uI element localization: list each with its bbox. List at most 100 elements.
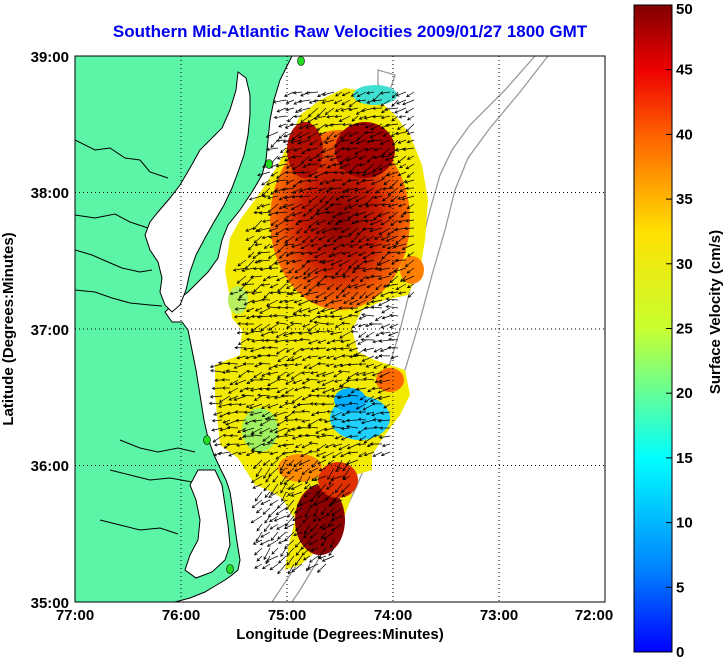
velocity-arrow <box>356 259 367 268</box>
velocity-arrow <box>265 131 279 138</box>
velocity-arrow <box>344 187 359 193</box>
x-axis-ticks: 77:00 76:00 75:00 74:00 73:00 72:00 <box>56 607 613 624</box>
velocity-arrow <box>364 291 375 299</box>
velocity-arrow <box>366 235 375 241</box>
velocity-arrow <box>354 378 367 382</box>
x-tick-label: 76:00 <box>162 607 200 624</box>
velocity-arrow <box>290 203 303 210</box>
velocity-arrow <box>368 322 383 326</box>
velocity-arrow <box>323 427 335 432</box>
velocity-arrow <box>295 547 303 556</box>
velocity-arrow <box>318 235 327 241</box>
velocity-arrow <box>405 123 415 133</box>
velocity-arrow <box>274 339 287 344</box>
velocity-arrow <box>260 323 271 332</box>
velocity-arrow <box>233 363 247 369</box>
velocity-arrow <box>347 371 359 379</box>
velocity-arrow <box>342 267 351 277</box>
velocity-arrow <box>298 107 311 113</box>
velocity-arrow <box>379 139 391 145</box>
velocity-arrow <box>345 424 359 429</box>
velocity-arrow <box>226 425 239 430</box>
velocity-arrow <box>309 139 319 146</box>
velocity-arrow <box>364 147 375 152</box>
velocity-arrow <box>294 539 303 548</box>
velocity-arrow <box>270 139 279 148</box>
velocity-arrow <box>261 345 271 350</box>
velocity-arrow <box>333 379 343 383</box>
velocity-arrow <box>365 331 375 338</box>
velocity-arrow <box>366 443 375 448</box>
velocity-arrow <box>369 442 383 446</box>
velocity-arrow <box>255 531 263 543</box>
velocity-arrow <box>254 307 263 312</box>
velocity-arrow <box>291 427 303 431</box>
velocity-arrow <box>346 147 359 152</box>
velocity-arrow <box>303 491 311 498</box>
velocity-arrow <box>238 435 247 440</box>
velocity-arrow <box>383 403 391 409</box>
velocity-arrow <box>273 115 287 120</box>
velocity-arrow <box>290 491 303 497</box>
velocity-arrow <box>339 363 351 368</box>
velocity-arrow <box>361 227 375 231</box>
velocity-arrow <box>307 162 319 167</box>
velocity-arrow <box>237 427 247 433</box>
velocity-arrow <box>282 139 295 144</box>
velocity-arrow <box>273 411 287 417</box>
velocity-arrow <box>315 371 327 377</box>
velocity-arrow <box>258 361 271 366</box>
velocity-arrow <box>405 163 415 170</box>
velocity-arrow <box>270 219 279 226</box>
velocity-arrow <box>214 378 223 383</box>
velocity-arrow <box>257 393 271 398</box>
velocity-arrow <box>275 347 287 355</box>
velocity-arrow <box>329 539 335 549</box>
velocity-arrow <box>277 531 287 540</box>
velocity-arrow <box>370 274 383 279</box>
velocity-arrow <box>266 353 279 358</box>
velocity-arrow <box>284 401 295 405</box>
velocity-arrow <box>327 219 335 225</box>
velocity-arrow <box>313 320 327 325</box>
velocity-arrow <box>274 219 287 228</box>
velocity-arrow <box>317 483 327 495</box>
velocity-arrow <box>262 563 271 570</box>
velocity-arrow <box>365 242 375 247</box>
velocity-arrow <box>406 139 415 144</box>
velocity-arrow <box>379 426 391 430</box>
velocity-arrow <box>259 427 271 434</box>
velocity-arrow <box>260 499 271 505</box>
velocity-arrow <box>261 235 271 240</box>
velocity-arrow <box>317 355 327 360</box>
velocity-arrow <box>354 187 367 192</box>
velocity-arrow <box>319 179 327 185</box>
velocity-arrow <box>307 355 319 359</box>
velocity-arrow <box>331 251 343 257</box>
velocity-arrow <box>340 385 351 389</box>
colorbar-tick-label: 10 <box>676 515 693 532</box>
velocity-arrow <box>324 107 335 115</box>
velocity-arrow <box>321 147 335 154</box>
velocity-arrow <box>361 178 375 183</box>
velocity-arrow <box>377 387 391 394</box>
velocity-arrow <box>296 227 303 235</box>
velocity-arrow <box>314 251 327 258</box>
velocity-arrow <box>350 329 359 334</box>
velocity-arrow <box>307 323 319 332</box>
velocity-arrow <box>329 202 343 207</box>
velocity-arrow <box>291 259 303 264</box>
velocity-arrow <box>378 379 391 384</box>
velocity-arrow <box>348 203 359 209</box>
velocity-arrow <box>371 291 383 299</box>
velocity-arrow <box>298 475 303 484</box>
velocity-arrow <box>402 275 415 282</box>
velocity-arrow <box>359 395 367 401</box>
velocity-arrow <box>261 187 271 197</box>
velocity-arrow <box>358 251 367 257</box>
velocity-arrow <box>293 531 303 537</box>
velocity-arrow <box>359 275 367 283</box>
velocity-arrow <box>348 313 359 318</box>
velocity-arrow <box>323 267 335 272</box>
velocity-arrow <box>337 369 351 374</box>
